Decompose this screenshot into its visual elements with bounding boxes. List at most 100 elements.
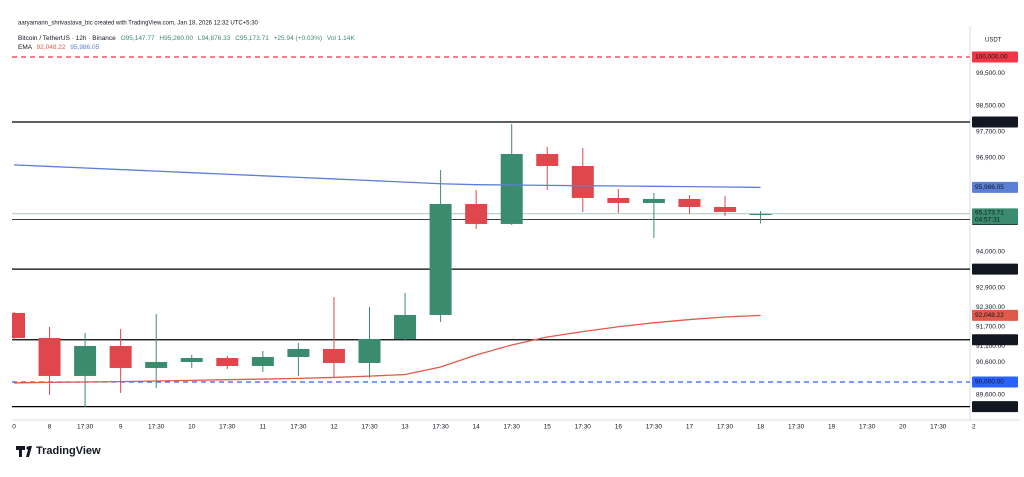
x-tick-label: 12 (330, 424, 338, 431)
x-tick-label: 17:30 (219, 424, 236, 431)
ema-legend: EMA 92,048.22 95,986.05 (18, 44, 100, 51)
candle-body (607, 197, 630, 203)
y-tick-label: 92,900.00 (976, 284, 1005, 291)
logo-icon (16, 446, 32, 457)
series-tag-bg (972, 309, 1018, 321)
candle-body (38, 337, 61, 376)
x-tick-label: 20 (899, 424, 907, 431)
price-tag-text: 90,000.00 (975, 379, 1004, 386)
y-tick-label: 92,300.00 (976, 304, 1005, 311)
candle-body (109, 345, 132, 368)
candle-body (571, 165, 594, 198)
ohlc-low: L94,876.33 (198, 35, 231, 42)
y-tick-label: 99,500.00 (976, 70, 1005, 77)
y-tick-label: 94,000.00 (976, 249, 1005, 256)
symbol: Bitcoin / TetherUS · 12h · Binance (18, 35, 116, 42)
candle-body (216, 357, 239, 366)
candle-body (322, 348, 345, 363)
x-tick-label: 16 (615, 424, 623, 431)
price-tag-text: 89,241.08 (975, 403, 1004, 410)
price-tag-bg (972, 376, 1018, 388)
candle-body (714, 206, 736, 212)
price-tag-bg (972, 51, 1018, 63)
candle-body (678, 198, 701, 207)
currency: USDT (985, 38, 1002, 44)
price-tag-bg (972, 334, 1018, 346)
current-tag-bg (972, 208, 1018, 225)
y-tick-label: 98,500.00 (976, 102, 1005, 109)
logo-text: TradingView (36, 445, 101, 457)
x-tick-label: 19 (828, 424, 836, 431)
y-tick-label: 96,900.00 (976, 154, 1005, 161)
x-tick-label: 17:30 (290, 424, 307, 431)
x-tick-label: 17:30 (646, 424, 663, 431)
volume: Vol 1.14K (327, 35, 355, 42)
candle-body (394, 314, 417, 339)
candle-body (536, 153, 559, 166)
price-tag-text: 93,471.71 (975, 266, 1004, 273)
candle-body (251, 356, 274, 366)
x-tick-label: 17:30 (575, 424, 592, 431)
x-tick-label: 17:30 (148, 424, 165, 431)
ema-fast-value: 95,986.05 (70, 44, 99, 51)
ohlc-open: O95,147.77 (121, 35, 155, 42)
current-tag-text: 95,173.71 (975, 210, 1004, 217)
x-tick-label: 17:30 (788, 424, 805, 431)
candle-body (145, 361, 168, 368)
ema-line (13, 164, 761, 189)
change: +25.94 (+0.03%) (274, 35, 322, 42)
price-tag-bg (972, 401, 1018, 413)
candle-body (12, 312, 25, 338)
x-tick-label: 14 (473, 424, 481, 431)
x-tick-label: 15 (544, 424, 552, 431)
candle-body (465, 203, 488, 224)
y-tick-label: 91,700.00 (976, 323, 1005, 330)
candle-body (74, 345, 97, 376)
ema-slow-value: 92,048.22 (37, 44, 66, 51)
candle-body (749, 213, 772, 216)
x-tick-label: 9 (119, 424, 123, 431)
ohlc-high: H95,260.00 (159, 35, 193, 42)
price-tag-bg (972, 116, 1018, 128)
y-tick-label: 97,700.00 (976, 128, 1005, 135)
plot (12, 56, 970, 408)
x-tick-label: 17:30 (504, 424, 521, 431)
x-tick-label: 17:30 (859, 424, 876, 431)
x-tick-label: 17:30 (717, 424, 734, 431)
x-tick-label: 17:30 (432, 424, 449, 431)
ema-label: EMA (18, 44, 33, 51)
x-tick-label: 17:30 (77, 424, 94, 431)
y-tick-label: 91,100.00 (976, 343, 1005, 350)
price-tag-text: 98,000.00 (975, 119, 1004, 126)
x-tick-label: 10 (188, 424, 196, 431)
ohlc-close: C95,173.71 (235, 35, 269, 42)
candle-body (287, 348, 310, 357)
x-tick-label: 0 (12, 424, 16, 431)
tradingview-logo: TradingView (16, 445, 101, 457)
series-tag-bg (972, 181, 1018, 193)
candle-body (500, 153, 523, 224)
x-tick-label: 2 (972, 424, 976, 431)
x-tick-label: 17 (686, 424, 694, 431)
series-tag-text: 95,986.05 (975, 184, 1004, 191)
price-tag-bg (972, 263, 1018, 275)
credit: aaryamann_shrivastava_bic created with T… (18, 21, 259, 27)
x-tick-label: 18 (757, 424, 765, 431)
candle-body (642, 198, 665, 203)
x-tick-label: 8 (48, 424, 52, 431)
current-countdown: 04:57:31 (975, 217, 1001, 224)
candle-body (429, 203, 452, 315)
x-tick-label: 17:30 (361, 424, 378, 431)
ema-line (13, 314, 761, 384)
x-tick-label: 13 (401, 424, 409, 431)
series-tag-text: 92,048.22 (975, 312, 1004, 319)
symbol-legend: Bitcoin / TetherUS · 12h · Binance O95,1… (18, 35, 355, 42)
candle-body (180, 357, 203, 362)
y-tick-label: 90,600.00 (976, 359, 1005, 366)
y-tick-label: 89,600.00 (976, 392, 1005, 399)
price-tag-text: 91,298.14 (975, 337, 1004, 344)
x-tick-label: 11 (259, 424, 266, 431)
logo-dot (26, 446, 30, 450)
price-tag-text: 100,000.00 (975, 54, 1008, 61)
